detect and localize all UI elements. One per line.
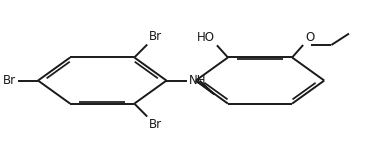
Text: Br: Br [3,74,16,87]
Text: HO: HO [197,31,215,44]
Text: Br: Br [149,118,162,131]
Text: O: O [305,31,314,44]
Text: Br: Br [149,30,162,43]
Text: NH: NH [189,74,207,87]
